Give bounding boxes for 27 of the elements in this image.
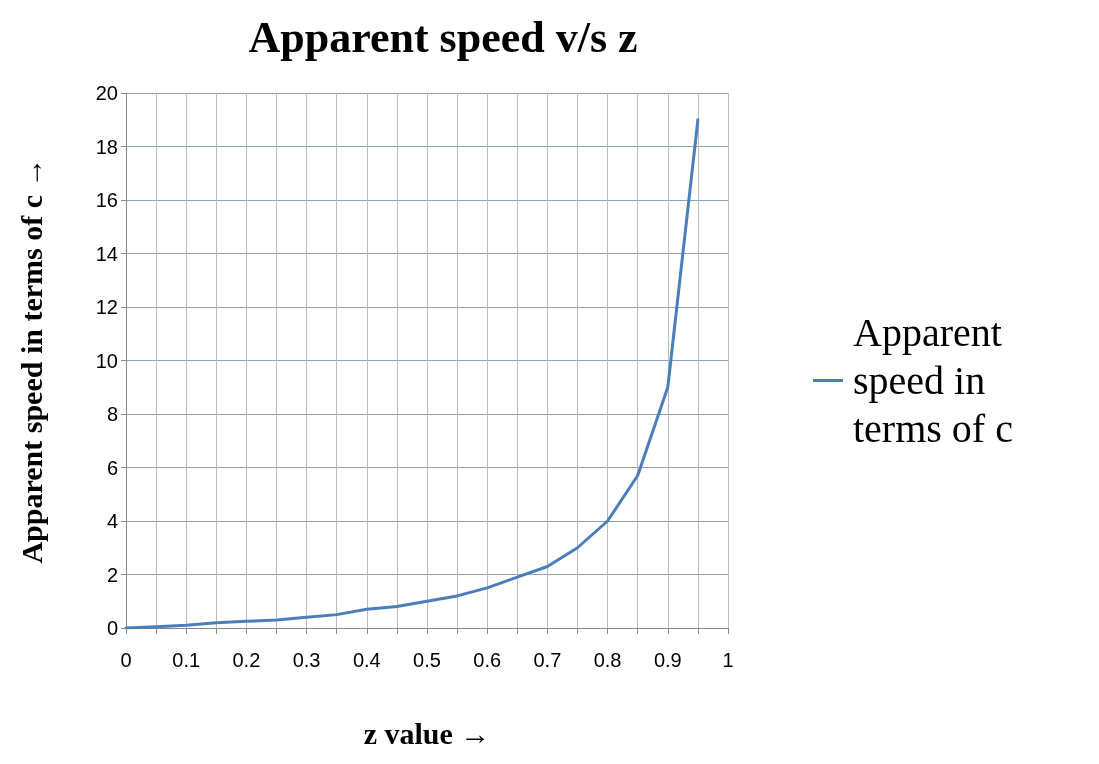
x-tick-label: 0.7 bbox=[533, 649, 562, 671]
x-tick-label: 0.8 bbox=[593, 649, 622, 671]
x-tick-label: 0.2 bbox=[232, 649, 261, 671]
y-tick-label: 20 bbox=[95, 82, 118, 104]
y-tick-label: 0 bbox=[106, 617, 118, 639]
y-tick-label: 14 bbox=[95, 242, 118, 265]
x-tick-label: 0.1 bbox=[172, 649, 201, 671]
y-tick-label: 2 bbox=[106, 563, 118, 586]
x-tick-label: 0.6 bbox=[473, 649, 502, 671]
x-tick-label: 0.4 bbox=[352, 649, 381, 671]
x-tick-label: 0.5 bbox=[413, 649, 441, 671]
x-tick-label: 0.9 bbox=[653, 649, 682, 671]
y-tick-label: 10 bbox=[95, 349, 118, 372]
y-tick-label: 4 bbox=[106, 510, 118, 532]
y-axis-title: Apparent speed in terms of c → bbox=[14, 157, 48, 564]
x-tick-label: 0 bbox=[120, 649, 132, 671]
legend-label: Apparent speed in terms of c bbox=[853, 310, 1013, 451]
line-series bbox=[124, 118, 700, 630]
y-tick-label: 6 bbox=[106, 456, 118, 479]
chart-title: Apparent speed v/s z bbox=[248, 12, 638, 62]
x-tick-label: 0.3 bbox=[292, 649, 321, 671]
y-tick-label: 8 bbox=[106, 403, 118, 425]
y-tick-label: 16 bbox=[95, 189, 118, 211]
x-axis-title: z value → bbox=[363, 716, 491, 750]
y-tick-label: 18 bbox=[95, 135, 118, 158]
x-tick-label: 1 bbox=[722, 649, 734, 671]
y-tick-label: 12 bbox=[95, 296, 118, 318]
